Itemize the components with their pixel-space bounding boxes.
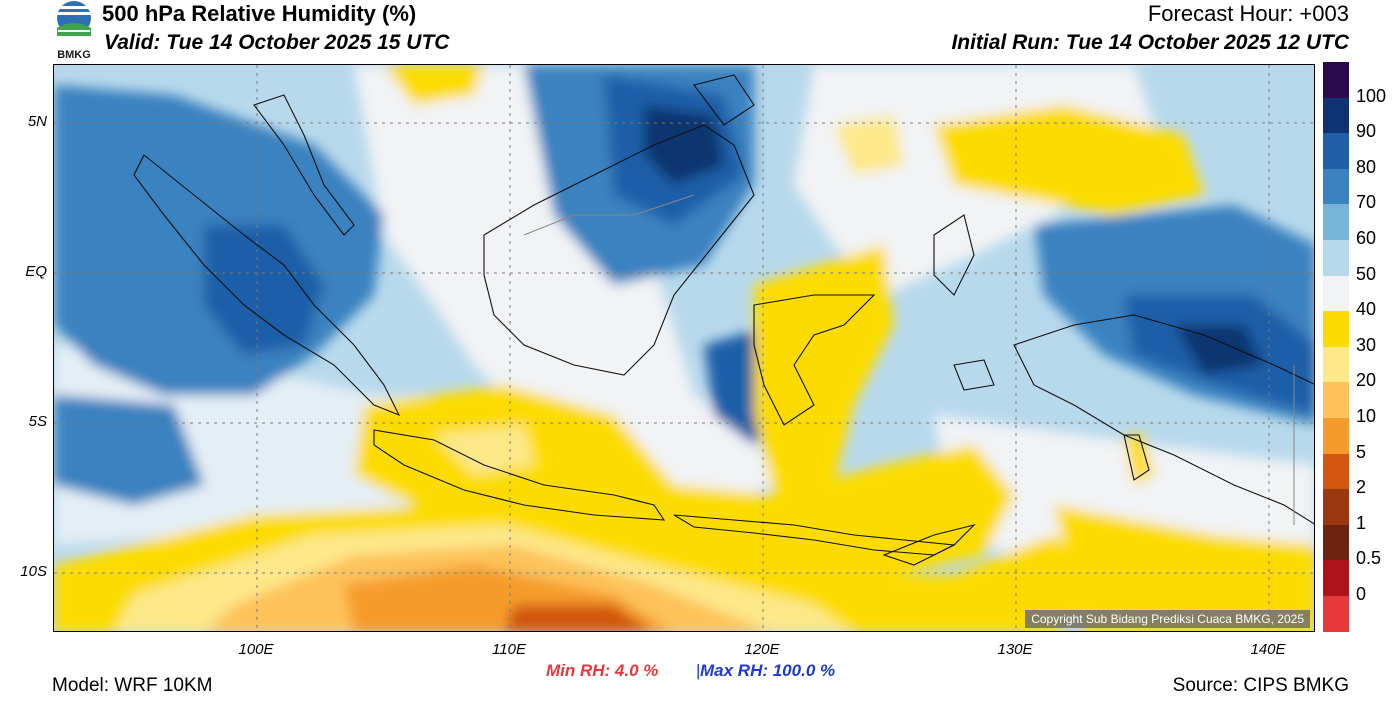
logo-text: BMKG [57,49,91,60]
bmkg-logo: BMKG [50,0,100,61]
legend-label: 60 [1356,228,1377,248]
copyright-notice: Copyright Sub Bidang Prediksi Cuaca BMKG… [1025,610,1310,628]
coast-halmahera [953,359,995,391]
forecast-hour: Forecast Hour: +003 [1147,1,1349,26]
zone-red-south [504,605,652,631]
legend-label: 70 [1356,192,1377,213]
legend-swatch [1323,239,1349,276]
coastlines [133,74,1314,566]
zone-yellow-se [1054,505,1314,631]
lon-label-140e: 140E [1250,641,1286,658]
lon-label-130e: 130E [997,641,1033,658]
lon-label-100e: 100E [238,641,274,658]
legend-swatch [1323,204,1349,240]
legend-label: 50 [1356,263,1377,284]
legend-swatch [1323,62,1349,98]
legend-label: 30 [1356,334,1377,355]
legend-label: 90 [1356,121,1377,142]
zone-yellow-central [754,245,894,495]
max-rh: Max RH: 100.0 % [700,661,836,680]
legend-swatch [1323,346,1349,383]
zone-yellow-north [384,65,484,105]
legend-label: 2 [1356,477,1367,498]
legend-label: 80 [1356,156,1377,177]
legend-label: 5 [1356,441,1367,462]
legend-label: 20 [1356,370,1377,391]
legend-swatch [1323,275,1349,312]
coast-philippines-mindanao [693,74,755,126]
lat-label-5n: 5N [27,113,47,130]
rh-separator: | [696,661,701,680]
coast-timor [882,523,976,566]
legend-swatch [1323,453,1349,490]
legend-swatch [1323,560,1349,596]
coast-java [373,429,666,521]
legend-swatch [1323,489,1349,525]
zone-yellow-south2 [434,425,534,475]
valid-time: Valid: Tue 14 October 2025 15 UTC [104,31,450,54]
zone-darkblue-sumatra [204,225,324,355]
legend-label: 0.5 [1356,548,1382,569]
map-canvas [54,65,1314,631]
coast-maluku [933,214,975,296]
coast-papua [1013,314,1314,525]
legend-swatch [1323,417,1349,454]
coast-sulawesi [753,294,876,426]
coast-aru [1123,434,1150,481]
zone-yellow-ne [934,105,1204,215]
legend-label: 40 [1356,299,1377,320]
coast-malay-peninsula [253,94,355,236]
legend-swatch [1323,311,1349,347]
border-borneo [523,194,695,236]
coast-sumatra [133,154,401,417]
initial-run: Initial Run: Tue 14 October 2025 12 UTC [951,31,1349,54]
legend-label: 10 [1356,406,1377,426]
legend-swatch [1323,168,1349,205]
lon-label-110e: 110E [492,641,526,658]
legend-swatch [1323,133,1349,169]
legend-swatch [1323,524,1349,561]
chart-title: 500 hPa Relative Humidity (%) [102,1,417,26]
legend-swatch [1323,97,1349,134]
lat-label-10s: 10S [20,563,47,580]
min-rh: Min RH: 4.0 % [546,661,659,680]
lat-label-5s: 5S [28,413,47,430]
coast-borneo [483,124,755,376]
borders [523,194,1295,525]
lon-label-120e: 120E [744,641,780,658]
legend-colorbar [1323,62,1349,632]
legend-label: 1 [1356,512,1367,533]
legend-swatch [1323,595,1349,632]
zone-white-central [354,65,774,505]
legend-label: 100 [1356,85,1387,106]
legend-label: 0 [1356,584,1367,604]
lat-label-eq: EQ [25,263,47,280]
humidity-map: Copyright Sub Bidang Prediksi Cuaca BMKG… [53,64,1315,632]
zone-yellow-ne2 [834,115,904,175]
graticule [54,65,1314,631]
zone-yellow-se-island [1124,435,1154,485]
source-label: Source: CIPS BMKG [1172,675,1349,696]
zone-navy-east [1174,325,1264,375]
legend-swatch [1323,382,1349,418]
model-label: Model: WRF 10KM [52,675,213,696]
